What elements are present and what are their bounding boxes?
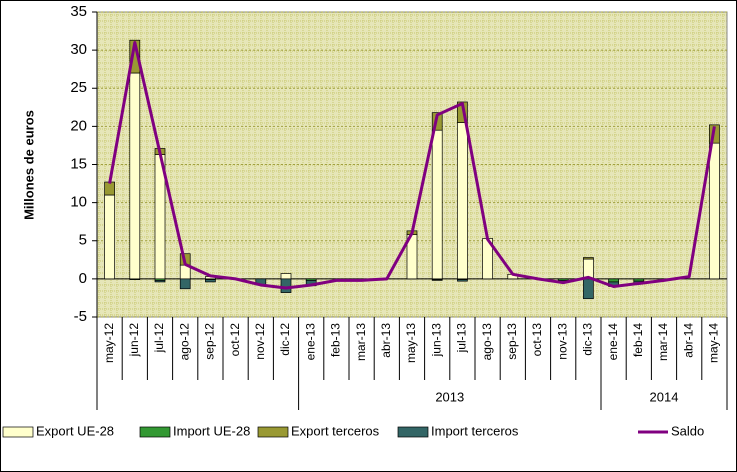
bar [104, 194, 115, 280]
bar [431, 129, 443, 280]
bar [179, 278, 191, 290]
x-tick-label: sep-13 [505, 323, 519, 360]
legend-swatch [257, 426, 289, 438]
legend-label: Export terceros [291, 423, 380, 438]
y-tick-label: 35 [70, 3, 87, 20]
x-tick-label: feb-13 [329, 323, 343, 357]
y-tick-label: 10 [70, 194, 87, 211]
x-tick-label: may-12 [102, 323, 116, 363]
bar [457, 122, 468, 280]
bar [129, 278, 141, 280]
y-tick-label: 0 [79, 270, 87, 287]
x-tick-label: jun-13 [429, 323, 443, 358]
bar [104, 181, 115, 196]
legend-label: Saldo [671, 423, 704, 438]
y-axis-label: Millones de euros [21, 110, 36, 220]
y-tick-label: 30 [70, 41, 87, 58]
bar [129, 39, 141, 74]
x-tick-label: oct-13 [530, 323, 544, 357]
x-tick-label: sep-12 [203, 323, 217, 360]
year-label: 2013 [435, 389, 464, 404]
x-tick-label: jul-12 [152, 323, 166, 354]
y-tick-label: -5 [74, 308, 87, 325]
line [108, 41, 716, 290]
bar [709, 142, 720, 280]
bar [154, 280, 166, 283]
x-tick-label: dic-12 [278, 323, 292, 356]
x-tick-label: jul-13 [455, 323, 469, 354]
bar [608, 278, 619, 283]
x-tick-label: may-14 [707, 323, 721, 363]
bar [457, 279, 468, 282]
x-tick-label: dic-13 [581, 323, 595, 356]
legend-label: Import terceros [431, 423, 519, 438]
bar [205, 279, 216, 283]
y-tick-label: 20 [70, 117, 87, 134]
y-tick-label: 5 [79, 232, 87, 249]
x-tick-label: oct-12 [228, 323, 242, 357]
bar [583, 257, 594, 260]
x-tick-label: ene-13 [303, 323, 317, 361]
bar [457, 101, 468, 123]
bar [431, 279, 443, 281]
y-tick-label: 25 [70, 79, 87, 96]
x-tick-label: nov-12 [253, 323, 267, 360]
x-tick-label: nov-13 [555, 323, 569, 360]
legend-swatch [2, 426, 34, 438]
legend-swatch [397, 426, 429, 438]
x-tick-label: feb-14 [631, 323, 645, 357]
x-tick-label: mar-13 [354, 323, 368, 361]
x-tick-label: abr-14 [681, 323, 695, 358]
x-tick-label: jun-12 [127, 323, 141, 358]
x-tick-label: abr-13 [379, 323, 393, 358]
bar [280, 278, 292, 293]
x-tick-label: ene-14 [606, 323, 620, 361]
year-label: 2014 [650, 389, 679, 404]
bar [280, 273, 292, 280]
x-tick-label: ago-12 [177, 323, 191, 361]
y-tick-label: 15 [70, 155, 87, 172]
legend-label: Export UE-28 [36, 423, 114, 438]
x-tick-label: may-13 [404, 323, 418, 363]
bar [129, 72, 141, 280]
legend-swatch [139, 426, 171, 438]
x-tick-label: ago-13 [480, 323, 494, 361]
bar [583, 278, 594, 300]
x-tick-label: mar-14 [656, 323, 670, 361]
legend-label: Import UE-28 [173, 423, 250, 438]
